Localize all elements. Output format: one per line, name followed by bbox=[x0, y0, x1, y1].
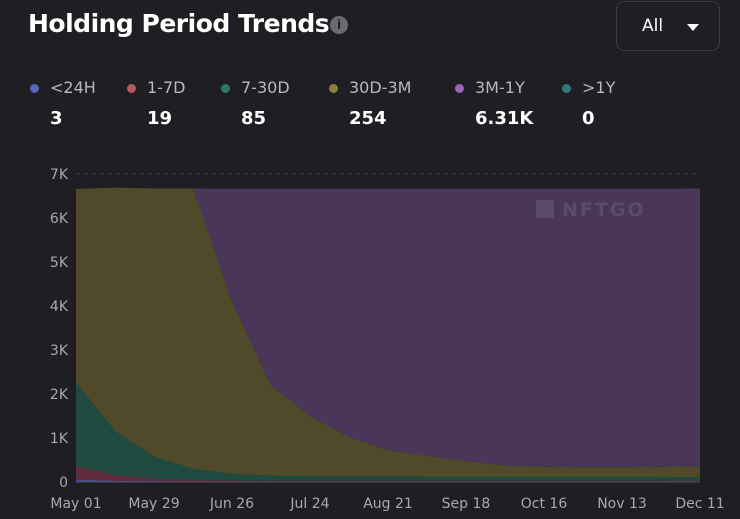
x-tick-label: Dec 11 bbox=[675, 496, 724, 512]
y-tick-label: 5K bbox=[50, 255, 69, 271]
legend-label: 3M-1Y bbox=[475, 78, 525, 97]
area-series-30d-3m[interactable] bbox=[76, 187, 700, 478]
legend-dot-icon bbox=[562, 84, 571, 93]
chevron-down-icon bbox=[687, 24, 699, 31]
y-tick-label: 1K bbox=[50, 431, 69, 447]
area-series-3m-1y[interactable] bbox=[76, 187, 700, 468]
x-tick-label: Aug 21 bbox=[363, 496, 413, 512]
x-tick-label: Sep 18 bbox=[442, 496, 491, 512]
legend-value: 0 bbox=[582, 108, 595, 129]
x-tick-label: Jun 26 bbox=[209, 496, 254, 512]
y-tick-label: 0 bbox=[59, 475, 68, 491]
legend-dot-icon bbox=[329, 84, 338, 93]
legend-dot-icon bbox=[221, 84, 230, 93]
page-title: Holding Period Trends bbox=[28, 9, 330, 38]
legend-dot-icon bbox=[127, 84, 136, 93]
period-filter-value: All bbox=[642, 16, 664, 36]
legend-value: 19 bbox=[147, 108, 173, 129]
legend-label: <24H bbox=[50, 78, 96, 97]
legend-value: 85 bbox=[241, 108, 267, 129]
y-tick-label: 4K bbox=[50, 299, 69, 315]
area-series-1-7d[interactable] bbox=[76, 466, 700, 482]
area-series-7-30d[interactable] bbox=[76, 382, 700, 481]
legend-label: >1Y bbox=[582, 78, 616, 97]
area-series-24h[interactable] bbox=[76, 479, 700, 482]
legend-value: 6.31K bbox=[475, 108, 534, 129]
y-tick-label: 6K bbox=[50, 211, 69, 227]
chart-areas bbox=[76, 187, 700, 482]
x-axis-ticks: May 01 May 29 Jun 26 Jul 24 Aug 21 Sep 18 Oct … bbox=[50, 496, 724, 512]
y-tick-label: 7K bbox=[50, 167, 69, 183]
watermark-text: NFTGO bbox=[562, 199, 646, 221]
x-tick-label: Nov 13 bbox=[597, 496, 647, 512]
legend-label: 30D-3M bbox=[349, 78, 412, 97]
x-tick-label: Oct 16 bbox=[521, 496, 568, 512]
info-icon[interactable]: i bbox=[330, 16, 348, 34]
y-tick-label: 3K bbox=[50, 343, 69, 359]
legend-dot-icon bbox=[455, 84, 464, 93]
legend-label: 1-7D bbox=[147, 78, 186, 97]
y-axis-ticks: 0 1K 2K 3K 4K 5K 6K 7K bbox=[50, 167, 69, 491]
legend-value: 3 bbox=[50, 108, 63, 129]
legend-dot-icon bbox=[30, 84, 39, 93]
x-tick-label: Jul 24 bbox=[289, 496, 329, 512]
watermark-logo-icon bbox=[536, 200, 554, 218]
legend-label: 7-30D bbox=[241, 78, 290, 97]
x-tick-label: May 01 bbox=[50, 496, 101, 512]
y-tick-label: 2K bbox=[50, 387, 69, 403]
legend-value: 254 bbox=[349, 108, 387, 129]
x-tick-label: May 29 bbox=[128, 496, 179, 512]
period-filter-dropdown[interactable]: All bbox=[616, 1, 720, 51]
